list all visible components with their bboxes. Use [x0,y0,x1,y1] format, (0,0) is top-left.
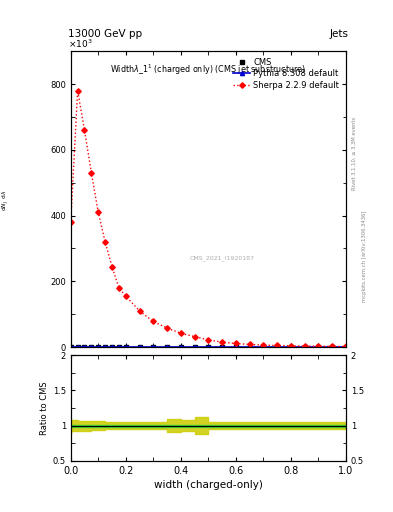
CMS [247,344,252,350]
Pythia 8.308 default [316,344,321,350]
Text: $\times10^{3}$: $\times10^{3}$ [68,37,93,50]
Sherpa 2.2.9 default [116,285,121,291]
Pythia 8.308 default [96,344,101,350]
Y-axis label: $\frac{1}{\mathrm{d}N_J}\,\frac{\mathrm{d}N_J}{\mathrm{d}\lambda}$: $\frac{1}{\mathrm{d}N_J}\,\frac{\mathrm{… [0,187,11,211]
Sherpa 2.2.9 default [288,343,293,349]
Text: Rivet 3.1.10, ≥ 3.3M events: Rivet 3.1.10, ≥ 3.3M events [352,117,357,190]
CMS [192,344,197,350]
Pythia 8.308 default [302,344,307,350]
Pythia 8.308 default [178,344,183,350]
Sherpa 2.2.9 default [275,343,279,349]
Text: 13000 GeV pp: 13000 GeV pp [68,29,142,39]
Pythia 8.308 default [220,344,224,350]
Sherpa 2.2.9 default [151,318,156,325]
Sherpa 2.2.9 default [330,344,334,350]
Pythia 8.308 default [103,344,108,350]
Sherpa 2.2.9 default [123,293,128,299]
Line: Pythia 8.308 default: Pythia 8.308 default [69,345,348,349]
Text: mcplots.cern.ch [arXiv:1306.3436]: mcplots.cern.ch [arXiv:1306.3436] [362,210,367,302]
Pythia 8.308 default [247,344,252,350]
Sherpa 2.2.9 default [103,239,108,245]
CMS [288,344,293,350]
Pythia 8.308 default [68,344,73,350]
CMS [82,344,87,350]
Pythia 8.308 default [123,344,128,350]
Sherpa 2.2.9 default [192,333,197,339]
CMS [165,344,169,350]
Line: CMS: CMS [68,345,348,349]
Sherpa 2.2.9 default [302,343,307,349]
Text: Width$\lambda\_1^1$ (charged only) (CMS jet substructure): Width$\lambda\_1^1$ (charged only) (CMS … [110,63,306,77]
CMS [110,344,114,350]
CMS [233,344,238,350]
CMS [220,344,224,350]
Sherpa 2.2.9 default [68,219,73,225]
CMS [178,344,183,350]
Text: Jets: Jets [330,29,349,39]
Pythia 8.308 default [261,344,266,350]
Sherpa 2.2.9 default [316,343,321,349]
CMS [103,344,108,350]
CMS [116,344,121,350]
Pythia 8.308 default [343,344,348,350]
Pythia 8.308 default [137,344,142,350]
Pythia 8.308 default [165,344,169,350]
Sherpa 2.2.9 default [137,308,142,314]
CMS [261,344,266,350]
CMS [75,344,80,350]
CMS [151,344,156,350]
Sherpa 2.2.9 default [261,342,266,348]
Line: Sherpa 2.2.9 default: Sherpa 2.2.9 default [69,89,348,348]
Pythia 8.308 default [192,344,197,350]
CMS [137,344,142,350]
Sherpa 2.2.9 default [343,344,348,350]
Sherpa 2.2.9 default [89,170,94,176]
Pythia 8.308 default [275,344,279,350]
Pythia 8.308 default [151,344,156,350]
Pythia 8.308 default [82,344,87,350]
Pythia 8.308 default [206,344,211,350]
CMS [330,344,334,350]
Pythia 8.308 default [288,344,293,350]
Pythia 8.308 default [110,344,114,350]
Sherpa 2.2.9 default [165,325,169,331]
Sherpa 2.2.9 default [110,264,114,270]
Pythia 8.308 default [89,344,94,350]
CMS [275,344,279,350]
Sherpa 2.2.9 default [220,339,224,345]
Text: CMS_2021_I1920187: CMS_2021_I1920187 [189,255,255,261]
CMS [68,344,73,350]
Sherpa 2.2.9 default [206,337,211,343]
X-axis label: width (charged-only): width (charged-only) [154,480,263,490]
Sherpa 2.2.9 default [75,88,80,94]
CMS [343,344,348,350]
CMS [123,344,128,350]
CMS [316,344,321,350]
Sherpa 2.2.9 default [82,127,87,133]
Pythia 8.308 default [116,344,121,350]
Sherpa 2.2.9 default [247,342,252,348]
Pythia 8.308 default [233,344,238,350]
CMS [89,344,94,350]
Sherpa 2.2.9 default [96,209,101,216]
Pythia 8.308 default [330,344,334,350]
Pythia 8.308 default [75,344,80,350]
Sherpa 2.2.9 default [178,330,183,336]
CMS [206,344,211,350]
Legend: CMS, Pythia 8.308 default, Sherpa 2.2.9 default: CMS, Pythia 8.308 default, Sherpa 2.2.9 … [231,55,342,92]
CMS [302,344,307,350]
CMS [96,344,101,350]
Sherpa 2.2.9 default [233,340,238,347]
Y-axis label: Ratio to CMS: Ratio to CMS [40,381,49,435]
